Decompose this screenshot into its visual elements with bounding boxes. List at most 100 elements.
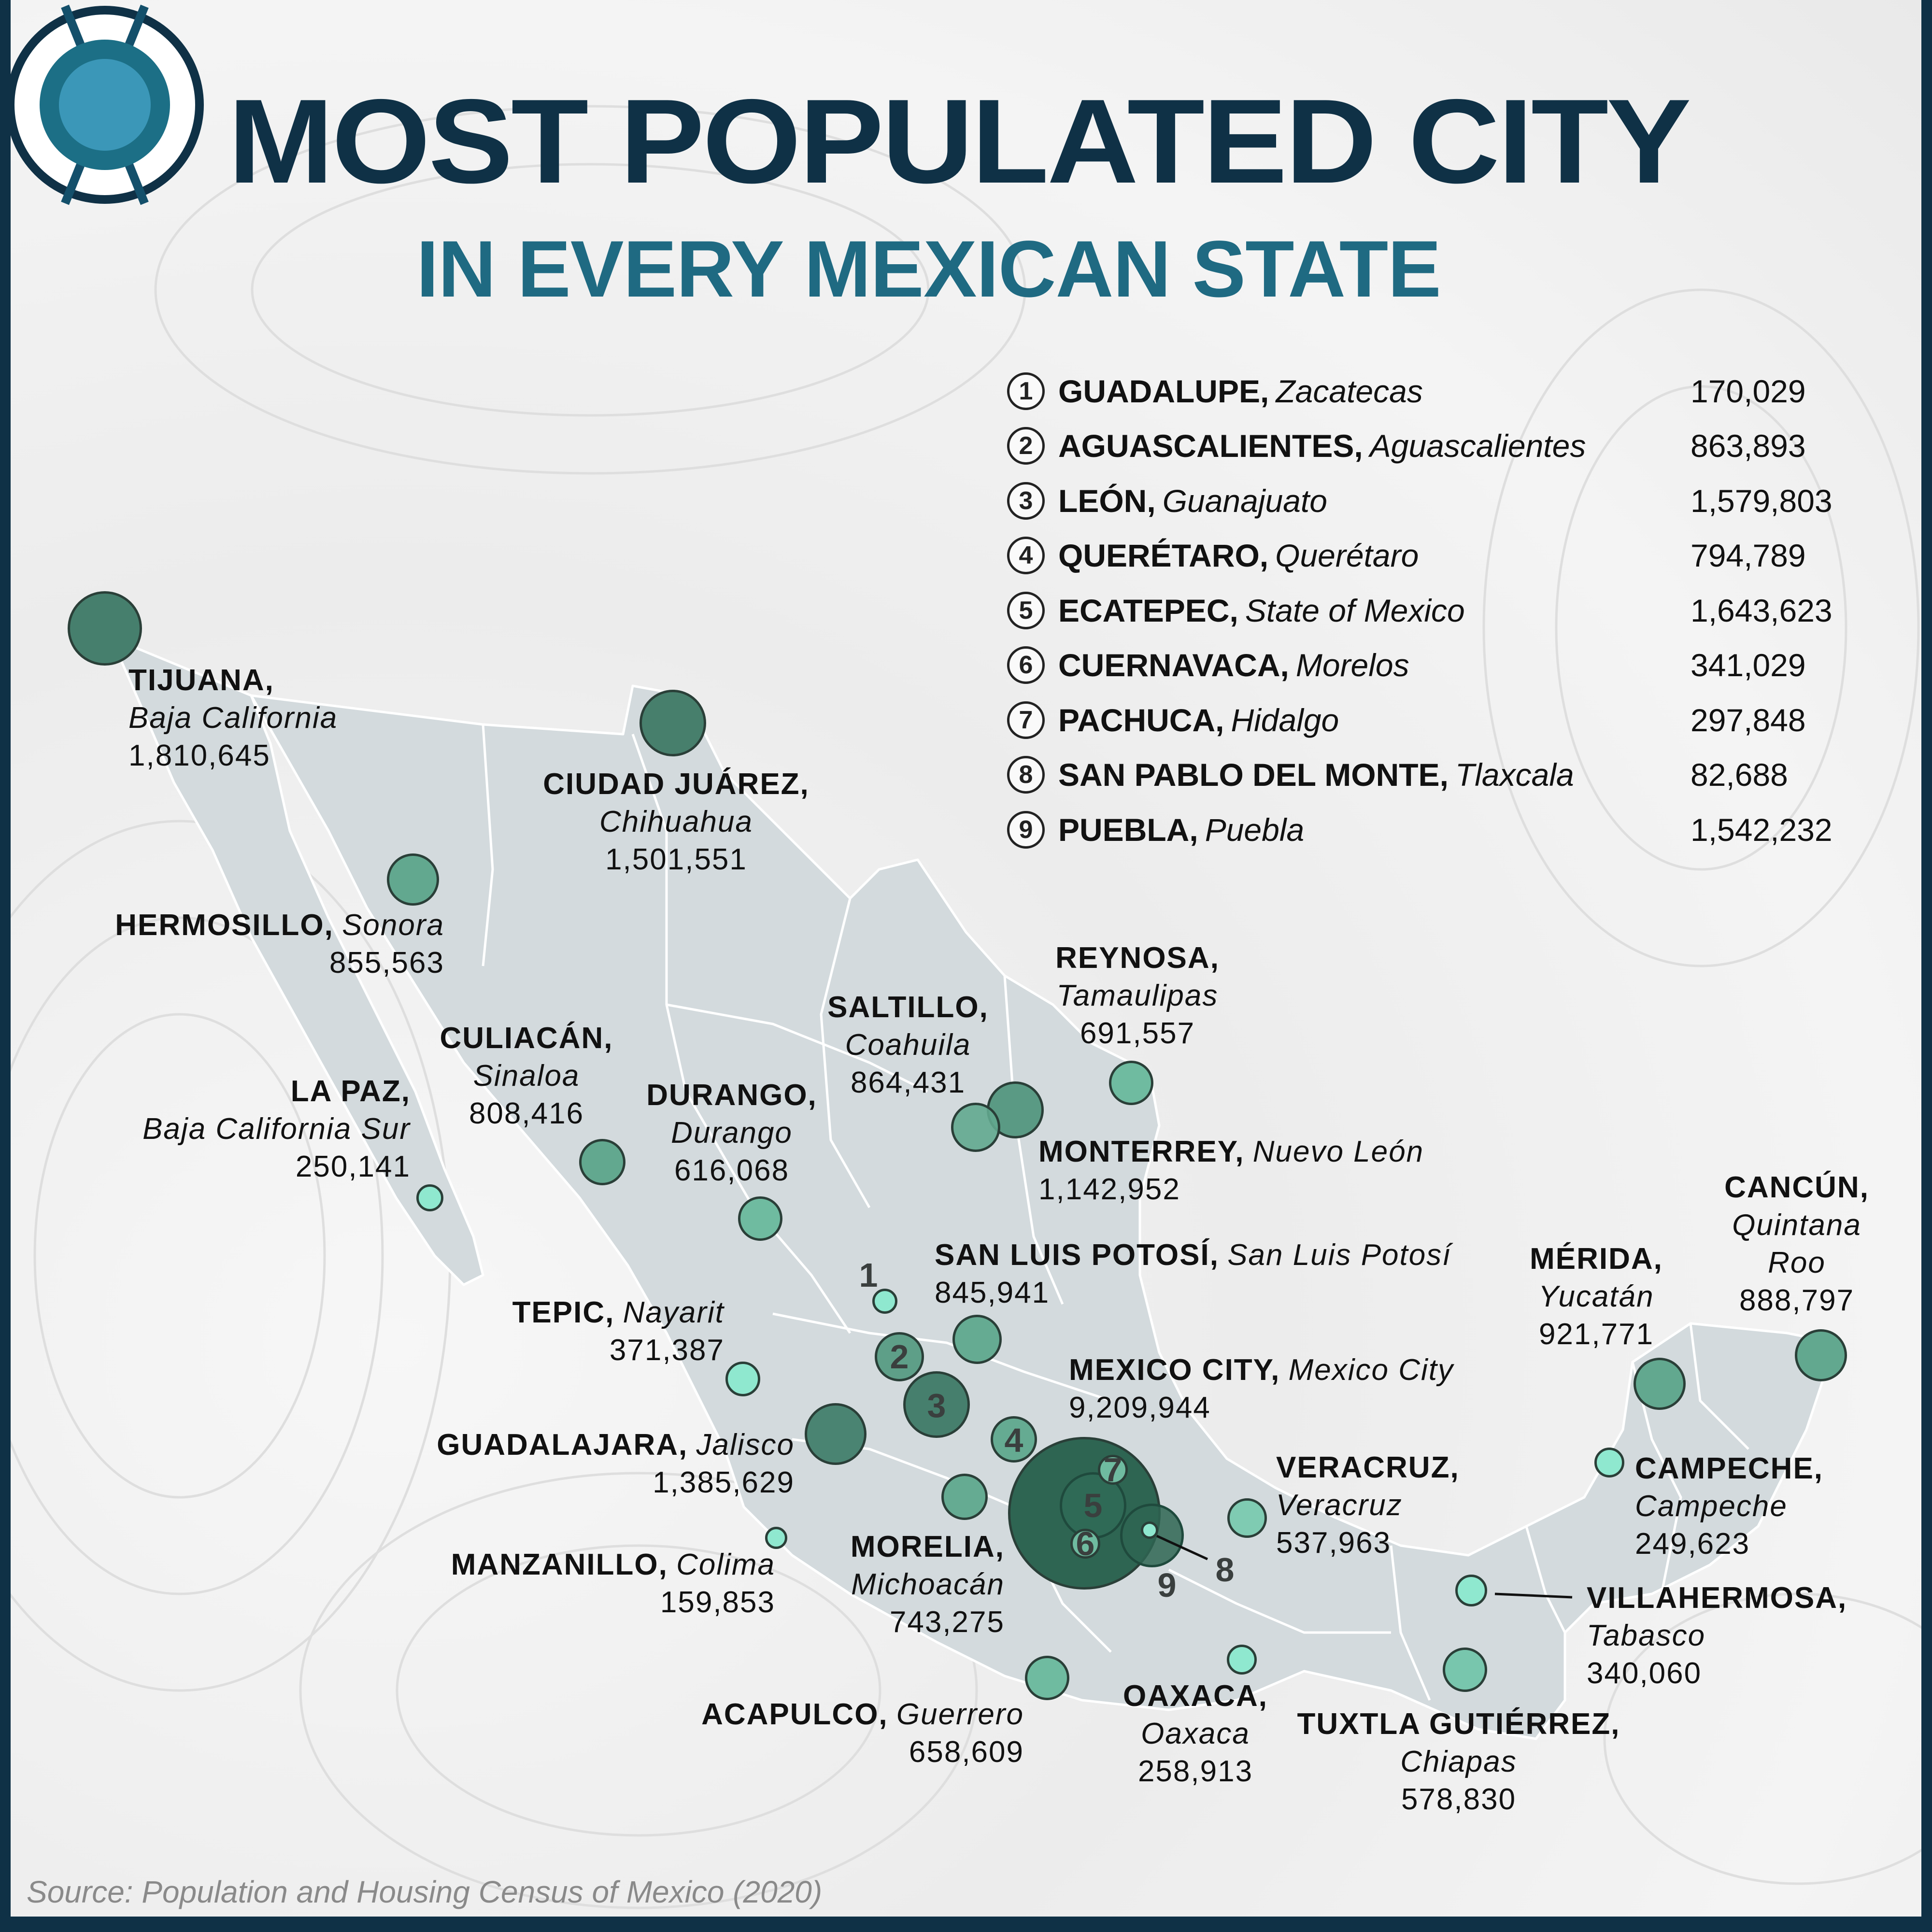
legend-state: Puebla (1205, 812, 1305, 848)
city-name: VERACRUZ, (1276, 1451, 1460, 1484)
contour-pattern (11, 105, 1921, 1909)
legend-state: Querétaro (1275, 538, 1419, 573)
population: 537,963 (1276, 1526, 1392, 1560)
label-culiacan: CULIACÁN, Sinaloa 808,416 (430, 1020, 623, 1133)
state-name: Roo (1768, 1246, 1826, 1279)
marker-number-7: 7 (1103, 1451, 1122, 1489)
population: 159,853 (660, 1586, 775, 1619)
population: 340,060 (1587, 1657, 1702, 1690)
legend-city: ECATEPEC, (1058, 593, 1238, 628)
population: 855,563 (329, 946, 444, 980)
state-name: Sonora (342, 909, 444, 942)
marker-veracruz (1227, 1498, 1267, 1538)
state-name: Chiapas (1400, 1745, 1517, 1778)
city-name: VILLAHERMOSA, (1587, 1581, 1847, 1615)
city-name: MORELIA, (850, 1530, 1005, 1563)
legend-state: State of Mexico (1245, 593, 1465, 628)
label-veracruz: VERACRUZ, Veracruz 537,963 (1276, 1449, 1460, 1562)
label-merida: MÉRIDA, Yucatán 921,771 (1517, 1240, 1676, 1353)
marker-3-leon (903, 1371, 970, 1438)
population: 371,387 (609, 1334, 724, 1367)
label-guadalajara: GUADALAJARA, Jalisco 1,385,629 (386, 1426, 795, 1502)
state-name: Jalisco (696, 1428, 795, 1462)
legend-state: Morelos (1295, 647, 1409, 683)
population: 1,385,629 (653, 1466, 795, 1499)
label-tuxtla: TUXTLA GUTIÉRREZ, Chiapas 578,830 (1285, 1705, 1633, 1818)
legend-number-badge: 4 (1007, 537, 1045, 574)
legend-number-badge: 6 (1007, 646, 1045, 684)
baja-california (110, 636, 484, 1286)
marker-number-5: 5 (1083, 1487, 1103, 1524)
city-name: SAN LUIS POTOSÍ, (935, 1238, 1219, 1272)
marker-slp (952, 1315, 1002, 1364)
legend-population: 863,893 (1690, 428, 1806, 464)
legend-population: 1,579,803 (1690, 483, 1833, 519)
label-tijuana: TIJUANA, Baja California 1,810,645 (128, 662, 338, 775)
city-name: SALTILLO, (827, 991, 989, 1024)
label-mexico-city: MEXICO CITY, Mexico City 9,209,944 (1069, 1351, 1454, 1427)
legend-number-badge: 3 (1007, 482, 1045, 520)
page-subtitle: IN EVERY MEXICAN STATE (416, 225, 1441, 314)
marker-culiacan (579, 1139, 625, 1185)
marker-juarez (639, 690, 706, 756)
marker-7-pachuca (1098, 1455, 1128, 1485)
label-oaxaca: OAXACA, Oaxaca 258,913 (1106, 1677, 1285, 1790)
population: 1,810,645 (128, 739, 270, 772)
legend-state: Guanajuato (1162, 483, 1327, 519)
city-name: LA PAZ, (290, 1075, 411, 1108)
legend-city: PACHUCA, (1058, 702, 1224, 738)
page-title: MOST POPULATED CITY (228, 74, 1691, 208)
marker-tuxtla (1443, 1648, 1487, 1692)
label-saltillo: SALTILLO, Coahuila 864,431 (821, 989, 995, 1102)
city-name: GUADALAJARA, (437, 1428, 688, 1462)
population: 249,623 (1635, 1527, 1750, 1561)
city-name: HERMOSILLO, (115, 909, 334, 942)
bottom-border (0, 1917, 1932, 1932)
marker-manzanillo (765, 1527, 787, 1549)
city-name: CAMPECHE, (1635, 1452, 1824, 1485)
state-name: Yucatán (1538, 1280, 1654, 1313)
state-name: Michoacán (851, 1568, 1005, 1601)
legend-number-badge: 7 (1007, 701, 1045, 739)
marker-morelia (941, 1474, 988, 1520)
marker-acapulco (1025, 1656, 1069, 1700)
marker-tijuana (68, 591, 142, 666)
city-name: CIUDAD JUÁREZ, (543, 767, 810, 801)
state-name: Nuevo León (1252, 1135, 1424, 1168)
city-name: OAXACA, (1123, 1679, 1268, 1713)
label-manzanillo: MANZANILLO, Colima 159,853 (386, 1546, 775, 1621)
legend-population: 794,789 (1690, 538, 1806, 573)
legend-number-badge: 5 (1007, 592, 1045, 629)
label-durango: DURANGO, Durango 616,068 (633, 1077, 831, 1190)
city-name: CANCÚN, (1724, 1171, 1869, 1204)
legend-city: GUADALUPE, (1058, 373, 1269, 409)
marker-8-san-pablo (1141, 1521, 1158, 1539)
label-lapaz: LA PAZ, Baja California Sur 250,141 (87, 1073, 411, 1186)
marker-merida (1634, 1358, 1686, 1410)
marker-number-2: 2 (890, 1338, 909, 1376)
marker-number-1: 1 (859, 1256, 878, 1294)
marker-4-queretaro (991, 1416, 1037, 1463)
population: 578,830 (1401, 1783, 1517, 1816)
marker-cancun (1795, 1329, 1847, 1381)
marker-oaxaca (1227, 1645, 1257, 1675)
legend-number-badge: 8 (1007, 756, 1045, 794)
state-name: Guerrero (896, 1698, 1024, 1731)
marker-saltillo (951, 1103, 1000, 1152)
state-name: Nayarit (623, 1296, 724, 1329)
legend-number-badge: 9 (1007, 811, 1045, 849)
label-reynosa: REYNOSA, Tamaulipas 691,557 (1034, 939, 1241, 1052)
city-name: TUXTLA GUTIÉRREZ, (1297, 1707, 1620, 1741)
city-name: CULIACÁN, (440, 1022, 613, 1055)
city-name: MANZANILLO, (451, 1548, 668, 1581)
state-name: Campeche (1635, 1490, 1788, 1523)
label-cancun: CANCÚN, Quintana Roo 888,797 (1710, 1169, 1884, 1320)
source-note: Source: Population and Housing Census of… (27, 1875, 823, 1909)
label-monterrey: MONTERREY, Nuevo León 1,142,952 (1038, 1133, 1424, 1208)
state-name: Sinaloa (473, 1059, 580, 1093)
marker-monterrey (987, 1081, 1044, 1138)
label-acapulco: ACAPULCO, Guerrero 658,609 (628, 1696, 1024, 1771)
state-name: Veracruz (1276, 1489, 1403, 1522)
logo (6, 4, 204, 205)
legend-row: 8 SAN PABLO DEL MONTE, Tlaxcala 82,688 (1007, 751, 1876, 799)
